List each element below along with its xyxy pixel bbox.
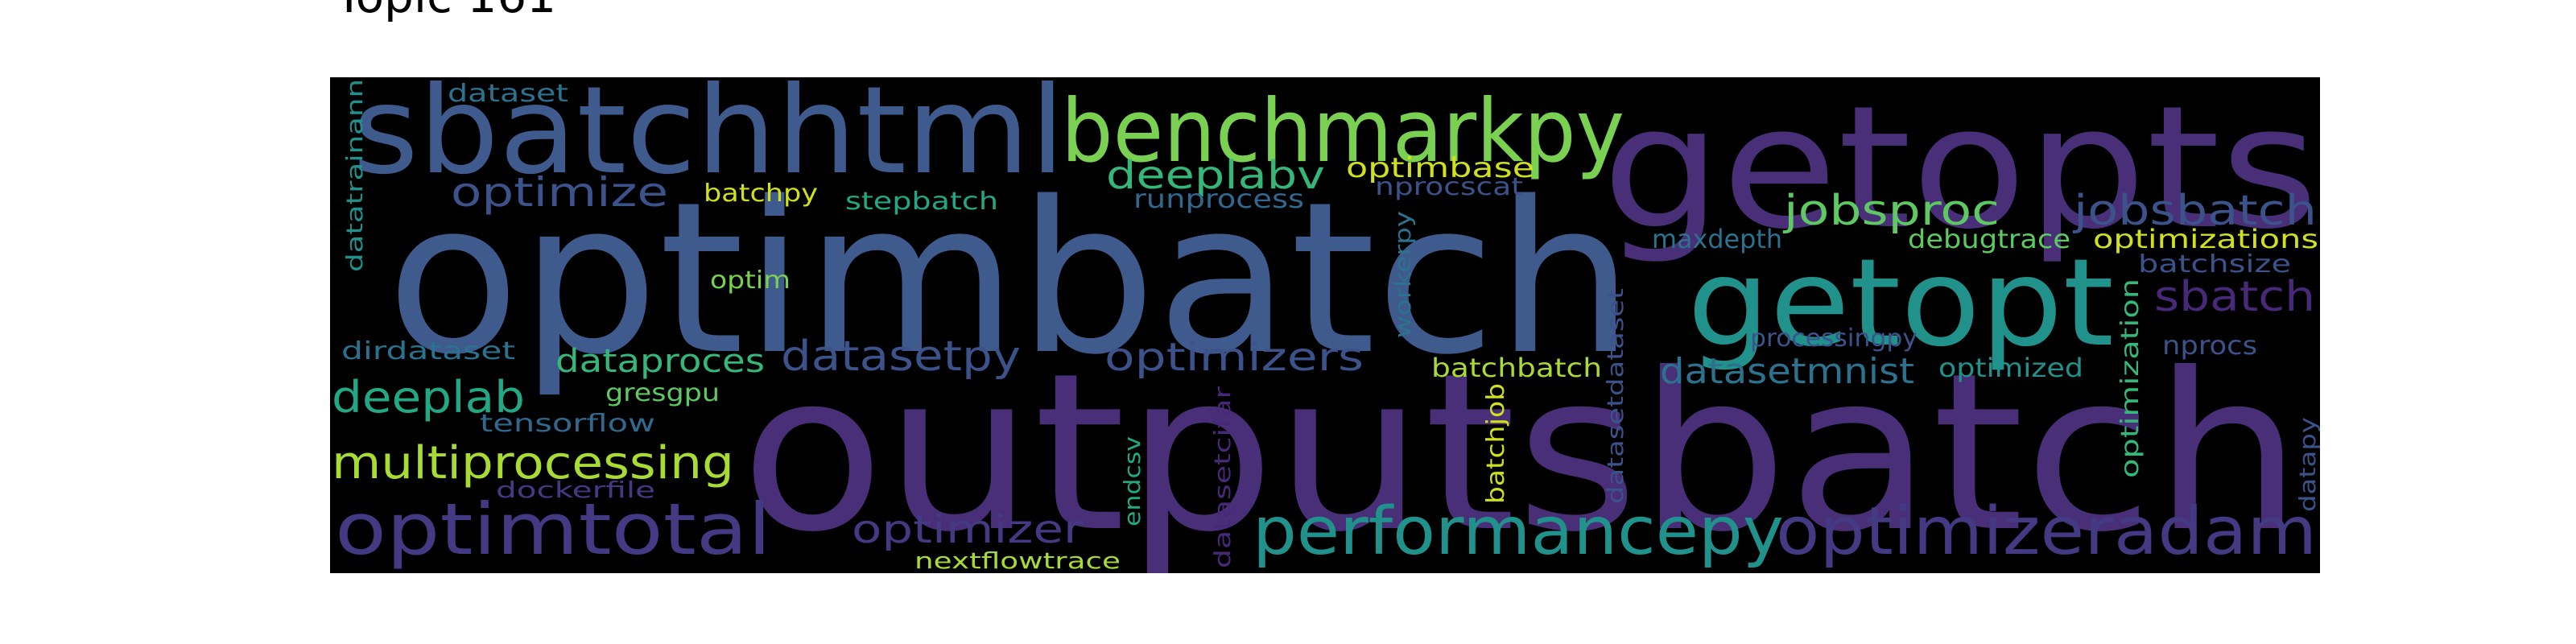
word-nprocs: nprocs [2162, 330, 2257, 361]
word-processingpy: processingpy [1750, 324, 1918, 353]
word-optimize: optimize [451, 169, 668, 216]
word-workerpy: workerpy [1389, 211, 1416, 338]
word-dataset: dataset [448, 80, 568, 108]
word-optimbase: optimbase [1346, 152, 1534, 184]
word-datatrainann: datatrainann [341, 79, 368, 272]
word-datasetdataset: datasetdataset [1602, 288, 1629, 504]
word-datapy: datapy [2294, 417, 2320, 512]
page-title: Topic 161 [335, 0, 556, 19]
word-sbatch: sbatch [2154, 273, 2315, 321]
word-optimizer: optimizer [852, 507, 1084, 552]
word-optimized: optimized [1938, 353, 2083, 383]
word-optimizeradam: optimizeradam [1776, 493, 2317, 570]
word-datasetpy: datasetpy [781, 332, 1021, 381]
word-jobsbatch: jobsbatch [2073, 187, 2317, 235]
word-batchjob: batchjob [1482, 383, 1510, 504]
word-optimtotal: optimtotal [335, 488, 771, 571]
word-sbatchhtml: sbatchhtml [353, 77, 1065, 201]
word-optimbatch: optimbatch [386, 158, 1634, 401]
word-cloud: optimbatch outputsbatch getopts sbatchht… [330, 77, 2320, 573]
word-maxdepth: maxdepth [1652, 224, 1782, 254]
word-nextflowtrace: nextflowtrace [914, 547, 1121, 573]
word-getopt: getopt [1687, 233, 2114, 374]
word-tensorflow: tensorflow [480, 410, 655, 438]
word-jobsproc: jobsproc [1783, 187, 2000, 235]
word-deeplab: deeplab [332, 372, 525, 423]
word-dirdataset: dirdataset [341, 337, 515, 365]
word-optimization: optimization [2116, 279, 2145, 478]
word-deeplabv: deeplabv [1106, 153, 1325, 198]
word-getopts: getopts [1602, 77, 2318, 266]
word-cloud-svg: optimbatch outputsbatch getopts sbatchht… [330, 77, 2320, 573]
word-batchpy: batchpy [704, 180, 818, 208]
word-runprocess: runprocess [1133, 184, 1304, 214]
word-stepbatch: stepbatch [845, 188, 998, 216]
word-nprocscat: nprocscat [1375, 173, 1523, 201]
word-dockerfile: dockerfile [496, 477, 655, 503]
word-performancepy: performancepy [1253, 493, 1784, 570]
word-cloud-background [330, 77, 2320, 573]
word-endcsv: endcsv [1119, 436, 1146, 526]
word-batchbatch: batchbatch [1431, 353, 1602, 383]
word-optimizers: optimizers [1104, 335, 1364, 380]
word-dataproces: dataproces [555, 343, 765, 380]
word-gresgpu: gresgpu [605, 379, 720, 407]
word-datasetcifar: datasetcifar [1209, 386, 1236, 568]
word-optimizations: optimizations [2093, 224, 2318, 254]
word-optim: optim [710, 266, 791, 295]
word-multiprocessing: multiprocessing [332, 437, 734, 489]
word-outputsbatch: outputsbatch [741, 326, 2302, 573]
word-benchmarkpy: benchmarkpy [1061, 81, 1624, 182]
word-datasetmnist: datasetmnist [1660, 351, 1914, 392]
word-batchsize: batchsize [2138, 250, 2291, 279]
word-debugtrace: debugtrace [1908, 224, 2070, 254]
